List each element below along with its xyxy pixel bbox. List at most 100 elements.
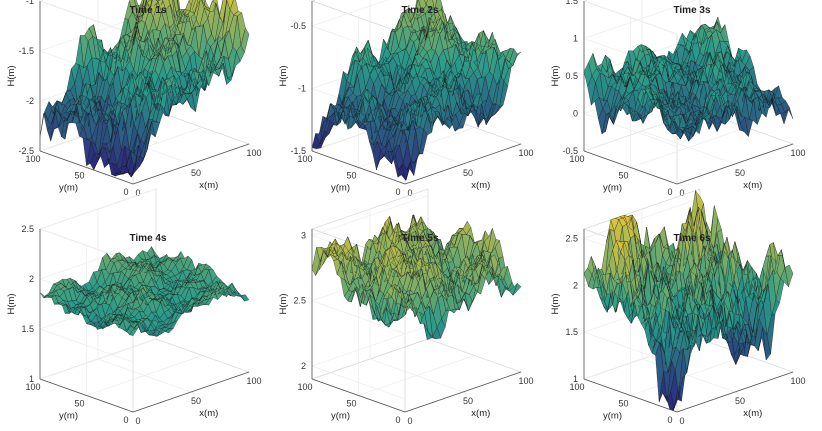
x-axis-label: x(m)	[471, 408, 490, 419]
y-tick-label: 0	[395, 187, 400, 197]
z-axis-label: H(m)	[550, 293, 561, 314]
y-axis-label: y(m)	[331, 411, 350, 422]
surface-plot-5: 0 50 100 0 50 100 2 2.5 3 x(m) y(m) H(m) Time 5s	[278, 188, 534, 426]
y-tick-label: 100	[297, 154, 312, 164]
y-axis-label: y(m)	[603, 411, 622, 422]
x-tick-label: 100	[518, 376, 533, 386]
x-tick-label: 100	[790, 148, 805, 158]
z-axis-label: H(m)	[550, 65, 561, 86]
surface-mesh	[39, 246, 250, 337]
z-tick-label: 0	[573, 109, 578, 119]
z-tick-label: 1	[29, 374, 34, 384]
z-tick-label: -1	[26, 0, 34, 6]
y-tick-label: 100	[297, 382, 312, 392]
x-axis-label: x(m)	[199, 408, 218, 419]
z-tick-label: -1	[298, 84, 306, 94]
x-tick-label: 0	[407, 416, 412, 426]
z-tick-label: 2.5	[293, 296, 306, 306]
x-tick-label: 100	[518, 148, 533, 158]
x-tick-label: 50	[735, 396, 745, 406]
x-axis-line	[132, 371, 250, 413]
x-tick-label: 0	[135, 416, 140, 426]
x-axis-label: x(m)	[471, 180, 490, 191]
surface-patch	[414, 0, 419, 14]
plot-title: Time 6s	[673, 233, 710, 244]
z-tick-label: 2.5	[21, 224, 34, 234]
surface-patch	[512, 51, 522, 66]
x-tick-label: 0	[679, 188, 684, 198]
plot-title: Time 4s	[129, 233, 166, 244]
y-axis-label: y(m)	[331, 183, 350, 194]
z-tick-label: -0.5	[562, 146, 578, 156]
z-axis-label: H(m)	[6, 65, 17, 86]
x-axis-label: x(m)	[743, 180, 762, 191]
y-tick-label: 0	[123, 187, 128, 197]
z-axis-label: H(m)	[278, 293, 289, 314]
plot-title: Time 3s	[673, 5, 710, 16]
surface-patch	[141, 0, 145, 12]
y-axis-line	[583, 150, 678, 185]
surface-patch	[784, 106, 794, 120]
y-axis-label: y(m)	[59, 183, 78, 194]
surface-patch	[144, 0, 147, 8]
surface-patch	[150, 0, 153, 8]
y-tick-label: 0	[667, 187, 672, 197]
z-tick-label: -0.5	[290, 21, 306, 31]
y-axis-line	[311, 150, 406, 185]
x-axis-label: x(m)	[743, 408, 762, 419]
x-axis-line	[404, 371, 522, 413]
z-tick-label: 1.5	[565, 327, 578, 337]
z-tick-label: -1.5	[290, 146, 306, 156]
y-tick-label: 50	[74, 399, 84, 409]
x-gridline	[641, 0, 736, 165]
surface-patch	[240, 27, 250, 54]
z-axis-label: H(m)	[6, 293, 17, 314]
y-tick-label: 50	[618, 399, 628, 409]
z-tick-label: 2	[29, 274, 34, 284]
z-tick-label: 3	[301, 231, 306, 241]
x-tick-label: 0	[135, 188, 140, 198]
surface-mesh	[311, 0, 522, 181]
z-tick-label: 1.5	[21, 324, 34, 334]
x-tick-label: 50	[191, 396, 201, 406]
x-axis-label: x(m)	[199, 180, 218, 191]
x-tick-label: 100	[790, 376, 805, 386]
y-tick-label: 50	[74, 171, 84, 181]
y-tick-label: 0	[395, 415, 400, 425]
z-tick-label: 2	[573, 280, 578, 290]
z-tick-label: -1.5	[18, 46, 34, 56]
z-tick-label: -2	[26, 96, 34, 106]
x-axis-line	[404, 143, 522, 185]
x-tick-label: 100	[246, 148, 261, 158]
z-tick-label: 2.5	[565, 233, 578, 243]
x-axis-line	[132, 143, 250, 185]
x-axis-line	[676, 143, 794, 185]
plot-title: Time 1s	[129, 5, 166, 16]
surface-patch	[208, 0, 217, 13]
surface-patch	[222, 0, 228, 23]
x-tick-label: 50	[463, 168, 473, 178]
z-tick-label: 2	[301, 361, 306, 371]
y-tick-label: 0	[667, 415, 672, 425]
x-axis-line	[676, 371, 794, 413]
surface-patch	[142, 0, 151, 6]
x-tick-label: 50	[735, 168, 745, 178]
z-tick-label: 1	[573, 34, 578, 44]
surface-plot-1: 050100050100-2.5-2-1.5-1x(m)y(m)H(m)Time…	[6, 0, 262, 198]
z-tick-label: 1	[573, 374, 578, 384]
x-tick-label: 50	[463, 396, 473, 406]
x-tick-label: 0	[679, 416, 684, 426]
plot-title: Time 2s	[401, 5, 438, 16]
surface-patch	[143, 0, 150, 15]
x-tick-label: 50	[191, 168, 201, 178]
y-tick-label: 50	[346, 171, 356, 181]
surface-patch	[424, 0, 428, 6]
surface-mesh	[583, 189, 794, 411]
y-tick-label: 50	[618, 171, 628, 181]
y-tick-label: 50	[346, 399, 356, 409]
y-tick-label: 100	[569, 154, 584, 164]
y-axis-line	[39, 150, 134, 185]
